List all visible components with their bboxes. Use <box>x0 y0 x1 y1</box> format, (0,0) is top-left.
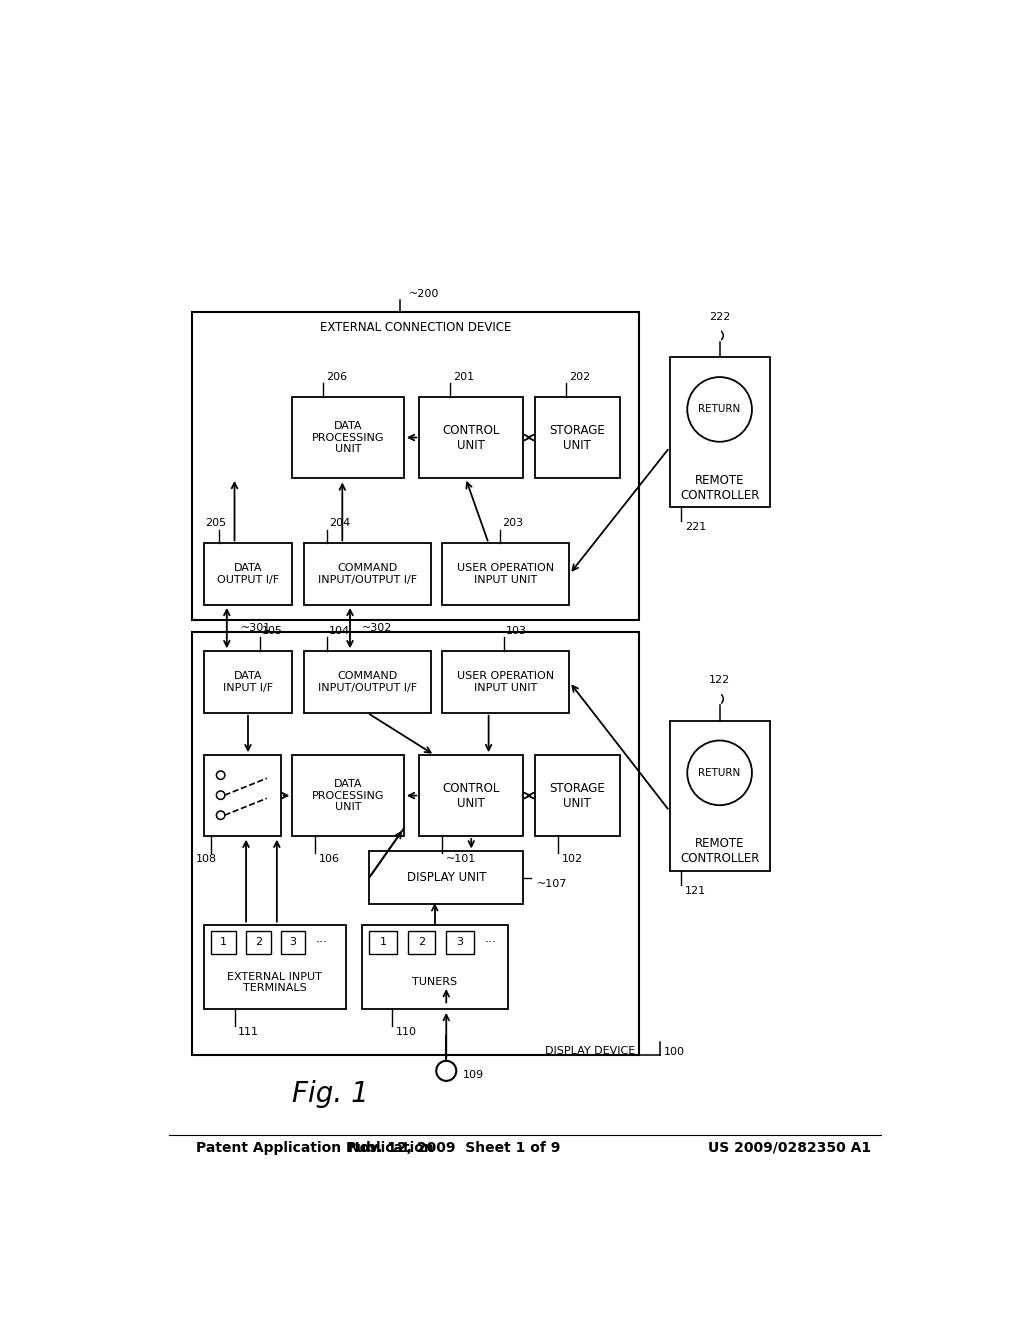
Text: US 2009/0282350 A1: US 2009/0282350 A1 <box>708 1140 871 1155</box>
Bar <box>408 931 435 954</box>
Bar <box>442 651 569 713</box>
Bar <box>442 544 569 605</box>
Text: 104: 104 <box>330 626 350 636</box>
Bar <box>292 397 403 478</box>
Text: RETURN: RETURN <box>698 768 740 777</box>
Text: ~200: ~200 <box>410 289 439 298</box>
Bar <box>292 755 403 836</box>
Text: ~107: ~107 <box>538 879 567 888</box>
Text: 221: 221 <box>685 523 707 532</box>
Bar <box>361 924 508 1010</box>
Text: 206: 206 <box>326 372 347 381</box>
Text: DISPLAY DEVICE: DISPLAY DEVICE <box>545 1047 635 1056</box>
Text: 3: 3 <box>290 937 297 948</box>
Bar <box>419 755 523 836</box>
Text: 2: 2 <box>255 937 262 948</box>
Bar <box>204 651 292 713</box>
Text: 201: 201 <box>454 372 474 381</box>
Text: 2: 2 <box>418 937 425 948</box>
Text: 202: 202 <box>568 372 590 381</box>
Text: 105: 105 <box>262 626 283 636</box>
Text: 102: 102 <box>562 854 583 865</box>
Text: 122: 122 <box>709 676 730 685</box>
Bar <box>204 755 281 836</box>
Text: ~101: ~101 <box>446 854 476 865</box>
Text: COMMAND
INPUT/OUTPUT I/F: COMMAND INPUT/OUTPUT I/F <box>317 564 417 585</box>
Text: USER OPERATION
INPUT UNIT: USER OPERATION INPUT UNIT <box>458 564 555 585</box>
Text: RETURN: RETURN <box>698 404 740 414</box>
Bar <box>246 931 270 954</box>
Text: EXTERNAL INPUT
TERMINALS: EXTERNAL INPUT TERMINALS <box>227 972 323 993</box>
Text: 203: 203 <box>503 519 523 528</box>
Text: Patent Application Publication: Patent Application Publication <box>196 1140 434 1155</box>
Bar <box>419 397 523 478</box>
Text: REMOTE
CONTROLLER: REMOTE CONTROLLER <box>680 474 760 502</box>
Bar <box>193 632 639 1056</box>
Text: 1: 1 <box>380 937 387 948</box>
Text: 109: 109 <box>463 1069 484 1080</box>
Text: DISPLAY UNIT: DISPLAY UNIT <box>407 871 486 884</box>
Text: 205: 205 <box>205 519 226 528</box>
Text: EXTERNAL CONNECTION DEVICE: EXTERNAL CONNECTION DEVICE <box>319 321 511 334</box>
Text: Nov. 12, 2009  Sheet 1 of 9: Nov. 12, 2009 Sheet 1 of 9 <box>348 1140 560 1155</box>
Bar <box>670 358 770 507</box>
Text: STORAGE
UNIT: STORAGE UNIT <box>549 424 605 451</box>
Text: DATA
OUTPUT I/F: DATA OUTPUT I/F <box>217 564 280 585</box>
Bar <box>211 931 237 954</box>
Text: DATA
PROCESSING
UNIT: DATA PROCESSING UNIT <box>312 779 384 812</box>
Text: 1: 1 <box>220 937 227 948</box>
Text: TUNERS: TUNERS <box>412 977 458 987</box>
Text: 121: 121 <box>685 886 707 896</box>
Bar <box>370 851 523 904</box>
Text: 222: 222 <box>709 312 730 322</box>
Text: 106: 106 <box>319 854 340 865</box>
Bar <box>535 755 620 836</box>
Text: 103: 103 <box>506 626 527 636</box>
Bar <box>193 313 639 620</box>
Text: 100: 100 <box>664 1047 684 1056</box>
Bar <box>204 544 292 605</box>
Bar <box>370 931 397 954</box>
Text: ~302: ~302 <box>361 623 392 634</box>
Text: 3: 3 <box>457 937 464 948</box>
Text: 110: 110 <box>395 1027 417 1038</box>
Bar <box>535 397 620 478</box>
Text: CONTROL
UNIT: CONTROL UNIT <box>442 781 500 809</box>
Bar <box>281 931 305 954</box>
Text: 111: 111 <box>238 1027 259 1038</box>
Bar <box>304 651 431 713</box>
Text: DATA
INPUT I/F: DATA INPUT I/F <box>223 671 273 693</box>
Text: ···: ··· <box>485 936 497 949</box>
Bar <box>446 931 474 954</box>
Text: STORAGE
UNIT: STORAGE UNIT <box>549 781 605 809</box>
Bar <box>304 544 431 605</box>
Text: CONTROL
UNIT: CONTROL UNIT <box>442 424 500 451</box>
Text: 108: 108 <box>196 854 217 865</box>
Text: DATA
PROCESSING
UNIT: DATA PROCESSING UNIT <box>312 421 384 454</box>
Text: ~301: ~301 <box>241 623 271 634</box>
Text: COMMAND
INPUT/OUTPUT I/F: COMMAND INPUT/OUTPUT I/F <box>317 671 417 693</box>
Bar <box>670 721 770 871</box>
Text: Fig. 1: Fig. 1 <box>293 1080 369 1107</box>
Text: USER OPERATION
INPUT UNIT: USER OPERATION INPUT UNIT <box>458 671 555 693</box>
Text: REMOTE
CONTROLLER: REMOTE CONTROLLER <box>680 837 760 866</box>
Bar <box>204 924 346 1010</box>
Text: ···: ··· <box>315 936 328 949</box>
Text: 204: 204 <box>330 519 350 528</box>
